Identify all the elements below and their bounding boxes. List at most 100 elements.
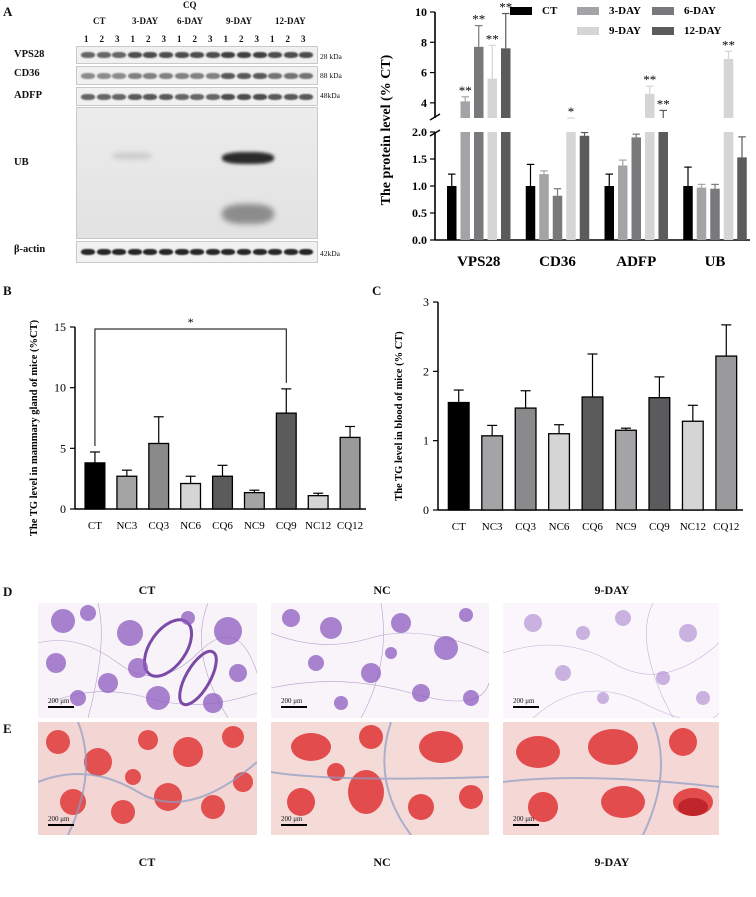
- bar: [579, 135, 590, 240]
- blot-band: [252, 249, 267, 255]
- blot-band: [174, 249, 189, 255]
- bar: [715, 355, 738, 511]
- oro-tissue-9day: [503, 722, 719, 835]
- blot-band: [252, 52, 267, 58]
- scale-bar: [281, 824, 307, 826]
- blot-row-label: ADFP: [14, 90, 42, 101]
- blot-band: [205, 52, 220, 58]
- significance-mark: **: [722, 37, 735, 52]
- ub-smear-band: [222, 204, 274, 224]
- blot-band: [190, 249, 205, 255]
- bar: [548, 433, 571, 511]
- ub-strong-band: [222, 152, 274, 164]
- bar: [275, 412, 297, 510]
- significance-mark: **: [486, 31, 499, 46]
- scale-label: 200 μm: [281, 697, 303, 705]
- y-tick-label: 0: [423, 503, 429, 517]
- he-title-nc: NC: [373, 583, 391, 597]
- bar: [116, 475, 138, 510]
- bar: [696, 187, 707, 240]
- blot-band: [96, 52, 111, 58]
- blot-band: [205, 72, 220, 79]
- bar: [474, 132, 484, 240]
- blot-band: [174, 52, 189, 58]
- x-tick-label: CQ9: [649, 521, 670, 533]
- he-title-9day: 9-DAY: [594, 583, 630, 597]
- x-tick-label: ADFP: [616, 254, 656, 270]
- y-tick-label: 1: [423, 434, 429, 448]
- x-tick-label: CQ3: [515, 521, 536, 533]
- blot-band: [159, 93, 173, 100]
- blot-band: [252, 93, 267, 100]
- bar: [681, 420, 704, 511]
- x-tick-label: NC3: [482, 521, 503, 533]
- bar: [525, 186, 536, 240]
- blot-band: [159, 249, 173, 255]
- he-tissue-9day: [503, 603, 719, 718]
- bar: [648, 397, 671, 511]
- blot-band: [268, 52, 283, 58]
- y-tick-label: 4: [421, 96, 427, 110]
- blot-band: [159, 52, 173, 58]
- blot-membrane: [76, 107, 318, 239]
- blot-band: [143, 249, 158, 255]
- bar: [723, 58, 734, 118]
- bar: [645, 93, 655, 118]
- blot-band: [96, 93, 111, 100]
- scale-bar: [513, 706, 539, 708]
- oro-title-9day: 9-DAY: [594, 855, 630, 869]
- blot-band: [299, 249, 314, 255]
- x-tick-label: VPS28: [457, 254, 500, 270]
- blot-band: [112, 52, 127, 58]
- legend-swatch: [652, 27, 674, 35]
- legend-label: 12-DAY: [684, 25, 722, 37]
- bar: [552, 195, 563, 240]
- blot-band: [237, 249, 251, 255]
- blot-band: [268, 72, 283, 79]
- tg-blood-chart: 0 1 2 3 The TG level in blood of mice (% CT)…: [394, 295, 743, 533]
- x-tick-label: CT: [452, 521, 466, 533]
- bar: [460, 132, 470, 240]
- blot-band: [143, 93, 158, 100]
- y-axis-label: The TG level in mammary gland of mice (%…: [29, 319, 40, 536]
- bar: [737, 157, 747, 240]
- blot-band: [299, 72, 314, 79]
- bar: [604, 186, 614, 240]
- x-tick-label: CQ9: [276, 520, 297, 532]
- blot-lane-label: 1: [130, 34, 136, 44]
- x-tick-label: NC3: [116, 520, 137, 532]
- blot-band: [127, 52, 142, 58]
- bar: [658, 132, 668, 240]
- blot-group-label: 9-DAY: [226, 16, 253, 26]
- blot-band: [127, 72, 142, 79]
- panel-letter-b: B: [3, 283, 12, 298]
- blot-lane-label: 2: [192, 34, 198, 44]
- scale-label: 200 μm: [281, 815, 303, 823]
- x-tick-label: UB: [705, 254, 726, 270]
- x-tick-label: NC6: [549, 521, 570, 533]
- y-tick-label: 6: [421, 66, 427, 80]
- bar: [501, 48, 511, 118]
- he-image-9day: 200 μm: [503, 603, 719, 718]
- tg-mammary-chart: 0 5 10 15 The TG level in mammary gland of m…: [29, 315, 366, 536]
- x-tick-label: NC12: [680, 521, 706, 533]
- blot-row-label: CD36: [14, 68, 40, 79]
- blot-membrane: [76, 66, 318, 85]
- blot-kda-label: 88 kDa: [320, 71, 342, 80]
- he-tissue-nc: [271, 603, 489, 718]
- scale-bar: [48, 824, 74, 826]
- oro-title-ct: CT: [138, 855, 156, 869]
- he-tissue-ct: [38, 603, 257, 718]
- scale-label: 200 μm: [513, 815, 535, 823]
- bar: [243, 491, 265, 510]
- blot-row-label: β-actin: [14, 244, 46, 255]
- y-axis-label: The protein level (% CT): [379, 54, 394, 205]
- blot-band: [252, 72, 267, 79]
- protein-level-chart: 0.0 0.5 1.0 1.5 2.0 4 6 8 10 The protein level (%…: [379, 0, 750, 270]
- significance-mark: **: [643, 72, 656, 87]
- blot-band: [268, 249, 283, 255]
- bar: [539, 174, 549, 240]
- bar: [339, 436, 361, 510]
- legend-swatch: [577, 27, 599, 35]
- bar: [211, 475, 234, 510]
